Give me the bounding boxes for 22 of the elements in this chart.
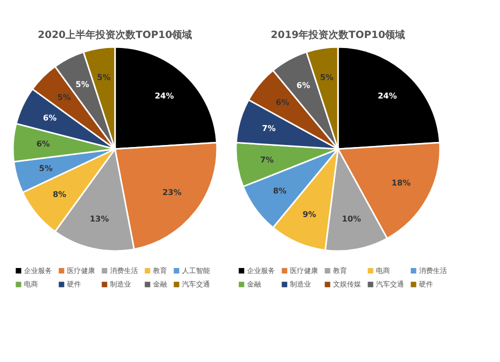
data-label: 7%	[262, 124, 276, 133]
data-label: 5%	[96, 72, 111, 82]
data-label: 5%	[76, 80, 90, 89]
data-label: 6%	[296, 80, 310, 90]
data-label: 7%	[260, 155, 274, 164]
data-label: 5%	[57, 93, 71, 102]
data-label: 8%	[52, 190, 66, 199]
data-label: 23%	[162, 188, 182, 198]
data-label: 5%	[39, 164, 53, 174]
chart-title: 2020上半年投资次数TOP10领域	[38, 29, 192, 41]
chart-title: 2019年投资次数TOP10领域	[270, 29, 406, 41]
data-label: 5%	[320, 72, 334, 82]
data-label: 6%	[43, 113, 57, 122]
data-label: 10%	[342, 214, 362, 224]
data-label: 24%	[154, 92, 174, 101]
data-label: 6%	[276, 98, 290, 108]
data-label: 13%	[90, 214, 109, 224]
data-label: 18%	[392, 178, 411, 188]
data-label: 8%	[272, 186, 287, 196]
data-label: 24%	[378, 92, 397, 101]
data-label: 9%	[302, 210, 316, 220]
data-label: 6%	[36, 139, 50, 148]
